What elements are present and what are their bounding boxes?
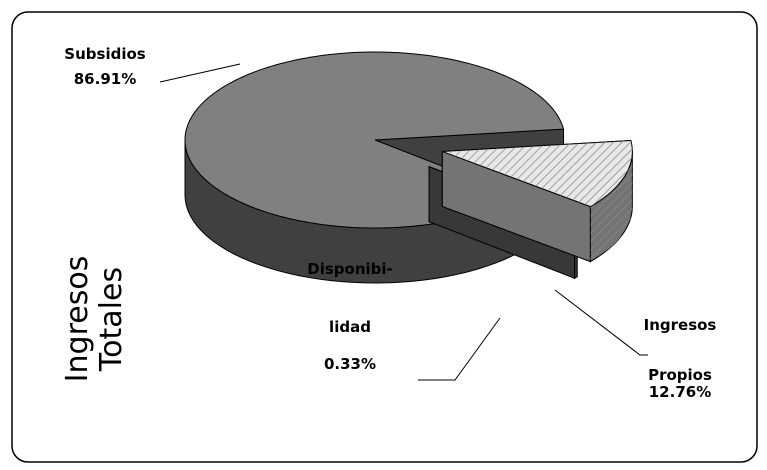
pie-slice	[441, 140, 633, 263]
value-label: 86.91%	[73, 70, 137, 88]
slice-top-pattern	[442, 140, 633, 207]
leader-line	[554, 289, 648, 356]
pie	[184, 51, 633, 284]
category-label: Subsidios	[64, 45, 146, 63]
value-label: 12.76%	[648, 383, 712, 401]
chart-title: Ingresos Totales	[60, 255, 129, 383]
value-label: 0.33%	[323, 355, 377, 373]
leader-line	[159, 63, 241, 83]
slice-side-pattern	[590, 151, 633, 262]
leader-line	[418, 317, 501, 381]
category-label: Disponibi-lidad	[307, 260, 393, 336]
frame	[11, 11, 758, 463]
category-label: Ingresos Propios	[643, 316, 717, 384]
